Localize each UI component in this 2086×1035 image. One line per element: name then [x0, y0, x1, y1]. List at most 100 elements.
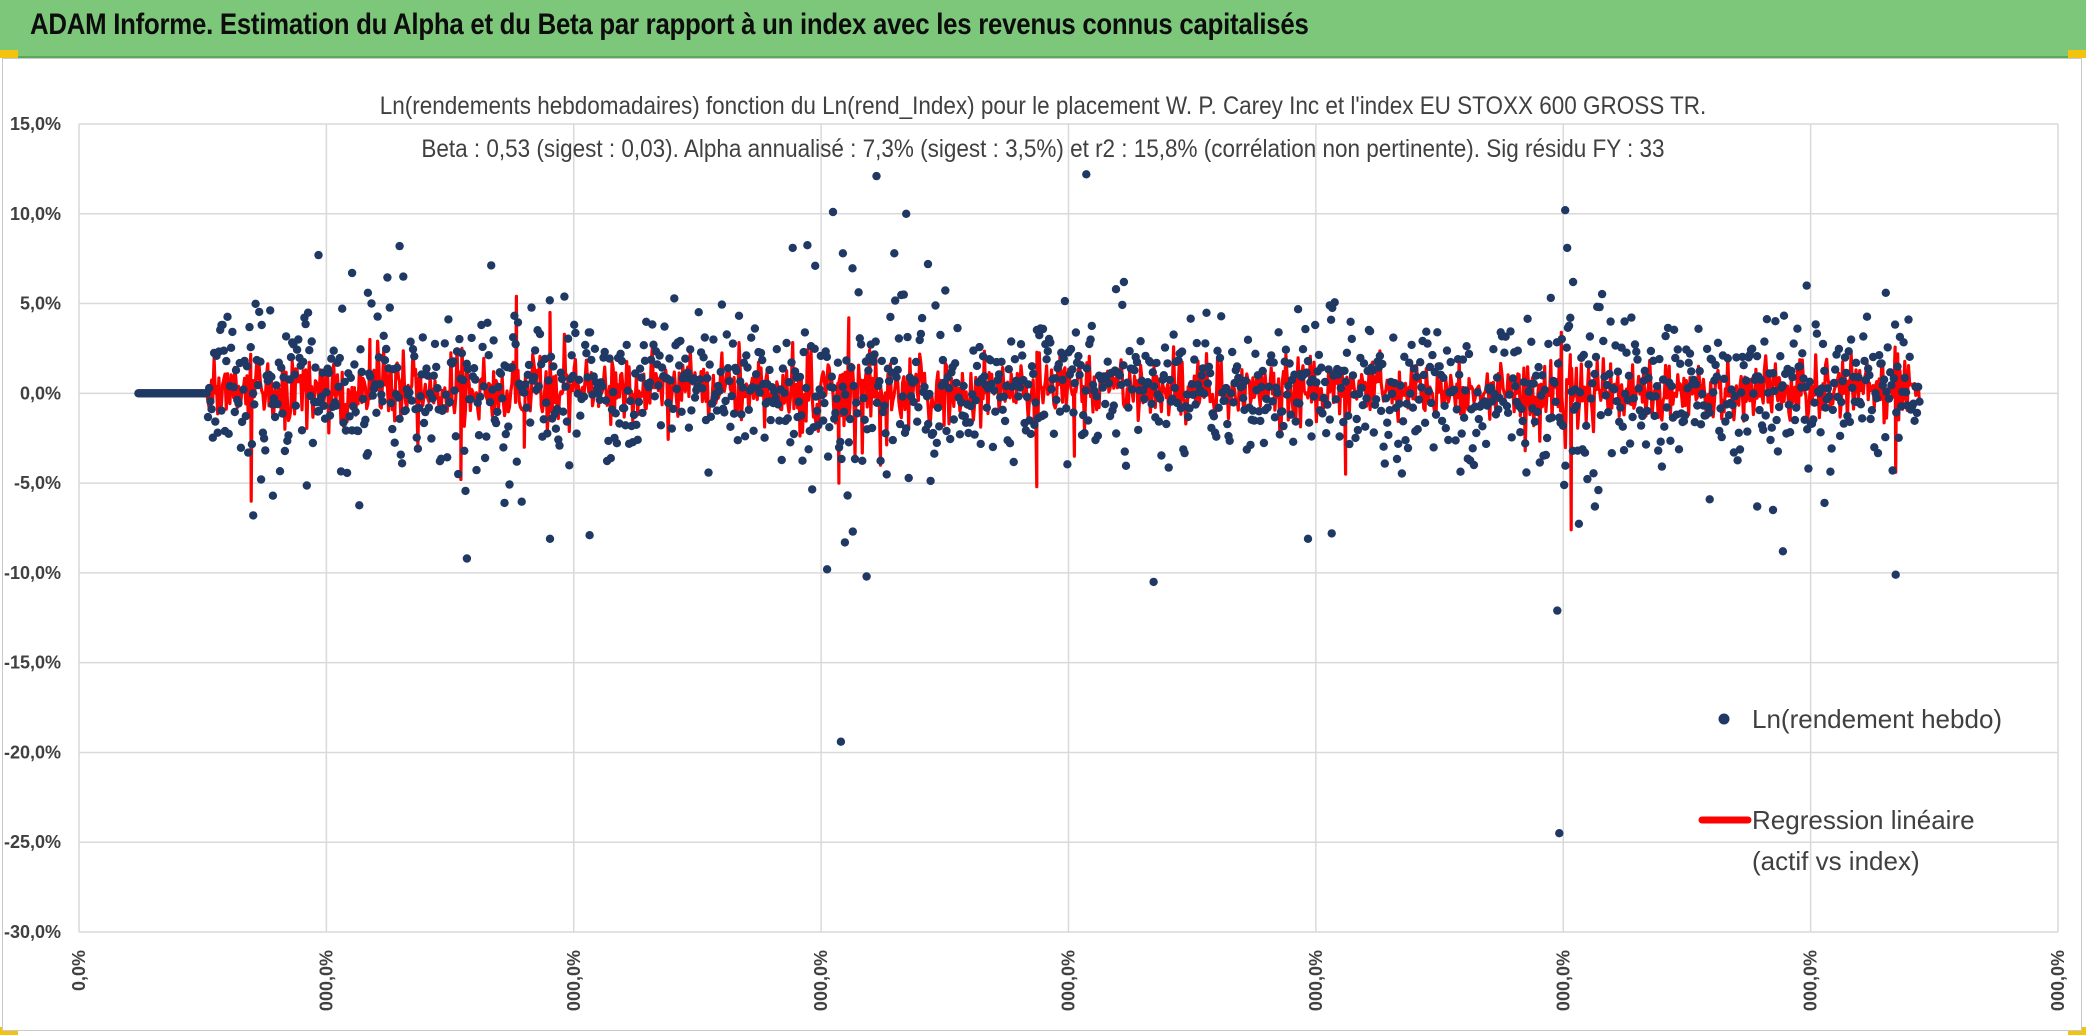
- data-point: [1618, 422, 1628, 431]
- data-point: [1365, 327, 1375, 336]
- data-point: [1660, 422, 1669, 431]
- data-point: [1712, 372, 1722, 381]
- data-point: [1286, 410, 1296, 419]
- data-point: [1405, 358, 1414, 367]
- data-point: [1719, 374, 1729, 383]
- data-point: [952, 378, 961, 388]
- data-point: [1018, 351, 1027, 360]
- data-point: [1691, 380, 1701, 389]
- data-point: [686, 345, 695, 354]
- data-point: [1270, 413, 1280, 422]
- chart-title-line-1: Ln(rendements hebdomadaires) fonction du…: [380, 92, 1707, 120]
- data-point: [941, 286, 950, 295]
- data-point: [1243, 335, 1253, 344]
- data-point: [1628, 412, 1637, 422]
- data-point: [1335, 432, 1344, 441]
- data-point: [428, 394, 437, 403]
- data-point: [1027, 362, 1037, 371]
- data-point: [1789, 339, 1798, 348]
- data-point: [510, 311, 519, 320]
- x-axis-tick-labels: 0,0% 000,0% 000,0% 000,0% 000,0% 000,0% 000,0%…: [69, 950, 2068, 1011]
- data-point: [645, 378, 655, 387]
- data-point: [290, 370, 299, 379]
- data-point: [350, 360, 359, 369]
- data-point: [1840, 353, 1850, 362]
- data-point: [1574, 519, 1584, 528]
- data-point: [1192, 338, 1202, 348]
- data-point: [1643, 406, 1652, 416]
- data-point: [454, 469, 463, 479]
- data-point: [1881, 288, 1891, 297]
- data-point: [1352, 414, 1361, 424]
- data-point: [1733, 456, 1742, 465]
- data-point: [432, 362, 441, 372]
- data-point: [1856, 400, 1866, 409]
- data-point: [1534, 362, 1543, 372]
- data-point: [1555, 829, 1564, 838]
- data-point: [999, 392, 1009, 401]
- data-point: [399, 272, 408, 281]
- data-point: [933, 403, 943, 412]
- data-point: [395, 241, 404, 251]
- data-point: [410, 352, 419, 361]
- data-point: [672, 384, 681, 394]
- data-point: [649, 340, 658, 349]
- data-point: [1000, 416, 1010, 426]
- data-point: [859, 393, 868, 403]
- data-point: [1771, 317, 1780, 326]
- data-point: [1620, 317, 1629, 326]
- data-point: [1694, 324, 1703, 333]
- data-point: [1910, 416, 1919, 425]
- data-point: [1542, 433, 1552, 443]
- data-point: [1298, 345, 1308, 354]
- data-point: [858, 456, 867, 465]
- data-point: [1590, 502, 1600, 511]
- data-point: [1655, 354, 1664, 364]
- data-point: [822, 565, 832, 574]
- data-point: [366, 372, 375, 381]
- data-point: [1518, 416, 1527, 426]
- data-point: [206, 397, 215, 406]
- data-point: [1857, 414, 1867, 423]
- data-point: [1724, 411, 1734, 420]
- data-point: [1551, 397, 1560, 406]
- data-point: [424, 403, 434, 412]
- data-point: [255, 307, 264, 317]
- data-point: [1177, 347, 1187, 356]
- data-point: [1226, 389, 1236, 398]
- data-point: [923, 259, 933, 269]
- data-point: [1735, 445, 1745, 454]
- data-point: [347, 268, 357, 278]
- data-point: [228, 327, 237, 337]
- data-point: [773, 400, 783, 409]
- data-point: [639, 341, 648, 350]
- data-point: [419, 418, 429, 428]
- data-point: [1170, 383, 1180, 393]
- data-point: [1071, 328, 1081, 337]
- data-point: [1439, 373, 1448, 382]
- data-point: [1666, 436, 1675, 445]
- data-point: [989, 386, 999, 395]
- data-point: [1709, 388, 1718, 397]
- data-point: [494, 382, 503, 392]
- data-point: [1086, 335, 1095, 344]
- data-point: [1632, 347, 1641, 356]
- data-point: [893, 365, 902, 375]
- data-point: [1318, 409, 1327, 418]
- data-point: [637, 373, 646, 382]
- data-point: [870, 350, 879, 359]
- data-point: [1472, 428, 1481, 438]
- data-point: [1522, 468, 1531, 477]
- data-point: [433, 384, 442, 393]
- data-point: [1302, 368, 1311, 377]
- data-point: [1640, 366, 1650, 375]
- data-point: [783, 414, 792, 423]
- data-point: [623, 386, 633, 395]
- data-point: [1358, 401, 1368, 410]
- data-point: [1281, 345, 1291, 354]
- data-point: [881, 429, 890, 438]
- data-point: [1799, 374, 1808, 383]
- data-point: [1877, 359, 1886, 368]
- data-point: [1274, 328, 1283, 337]
- data-point: [1024, 380, 1033, 389]
